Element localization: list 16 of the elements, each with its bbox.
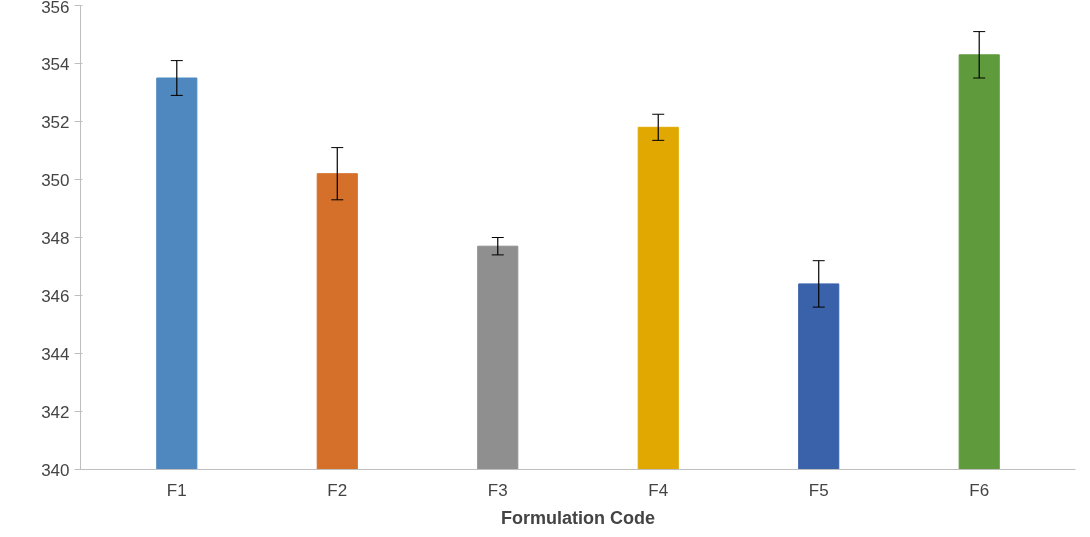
y-tick-label: 344 bbox=[41, 344, 70, 364]
y-tick-label: 342 bbox=[41, 402, 70, 422]
y-tick-label: 340 bbox=[41, 460, 70, 480]
y-tick-label: 346 bbox=[41, 286, 70, 306]
y-tick-label: 348 bbox=[41, 228, 70, 248]
x-tick-label: F2 bbox=[327, 480, 348, 500]
y-tick-label: 354 bbox=[41, 54, 70, 74]
x-tick-label: F1 bbox=[166, 480, 187, 500]
x-axis-title: Formulation Code bbox=[501, 507, 655, 528]
y-tick-label: 352 bbox=[41, 112, 70, 132]
y-tick-label: 356 bbox=[41, 0, 70, 17]
y-tick-label: 350 bbox=[41, 170, 70, 190]
x-tick-label: F6 bbox=[969, 480, 990, 500]
x-tick-label: F5 bbox=[808, 480, 829, 500]
x-tick-label: F3 bbox=[487, 480, 508, 500]
x-tick-label: F4 bbox=[648, 480, 669, 500]
